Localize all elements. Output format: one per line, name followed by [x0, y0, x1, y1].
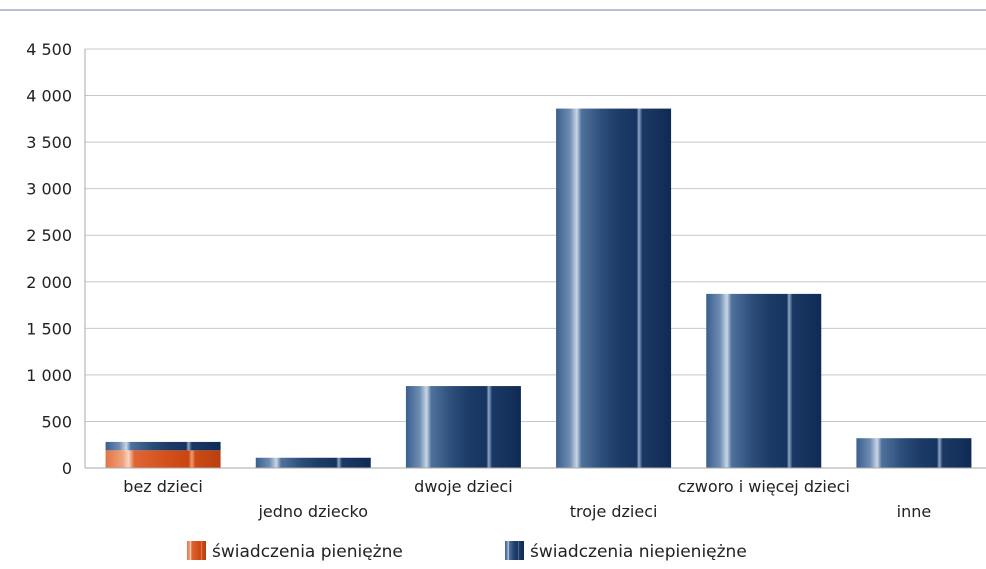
- y-tick-label: 2 500: [26, 226, 72, 245]
- gridlines: [85, 48, 986, 422]
- y-tick-label: 4 500: [26, 40, 72, 59]
- x-axis-category-labels: bez dzieci jedno dziecko dwoje dzieci troje…: [123, 477, 931, 521]
- category-label: troje dzieci: [570, 502, 658, 521]
- category-label: dwoje dzieci: [414, 477, 513, 496]
- y-tick-label: 4 000: [26, 87, 72, 106]
- y-tick-label: 500: [41, 412, 72, 431]
- top-rule: [0, 9, 986, 11]
- y-axis-tick-labels: 0 500 1 000 1 500 2 000 2 500 3 000 3 500 4 000 4…: [26, 40, 72, 478]
- y-tick-label: 1 000: [26, 366, 72, 385]
- bar-niepieniezne: [105, 441, 221, 451]
- bar-pieniezne: [105, 450, 221, 468]
- legend-swatch: [187, 541, 206, 560]
- category-label: bez dzieci: [123, 477, 203, 496]
- legend: świadczenia pieniężne świadczenia niepien…: [187, 541, 747, 562]
- bars: [105, 108, 972, 468]
- legend-swatch: [505, 541, 524, 560]
- bar-niepieniezne: [556, 108, 672, 468]
- category-label: czworo i więcej dzieci: [678, 477, 850, 496]
- y-tick-label: 2 000: [26, 273, 72, 292]
- category-label: jedno dziecko: [257, 502, 368, 521]
- y-tick-label: 1 500: [26, 319, 72, 338]
- bar-niepieniezne: [856, 438, 972, 468]
- category-label: inne: [897, 502, 932, 521]
- bar-niepieniezne: [405, 386, 521, 468]
- legend-label: świadczenia niepieniężne: [530, 542, 747, 562]
- bar-niepieniezne: [706, 293, 822, 468]
- y-tick-label: 0: [62, 459, 72, 478]
- bar-niepieniezne: [255, 457, 371, 468]
- y-tick-label: 3 000: [26, 180, 72, 199]
- y-tick-label: 3 500: [26, 133, 72, 152]
- legend-label: świadczenia pieniężne: [212, 542, 403, 562]
